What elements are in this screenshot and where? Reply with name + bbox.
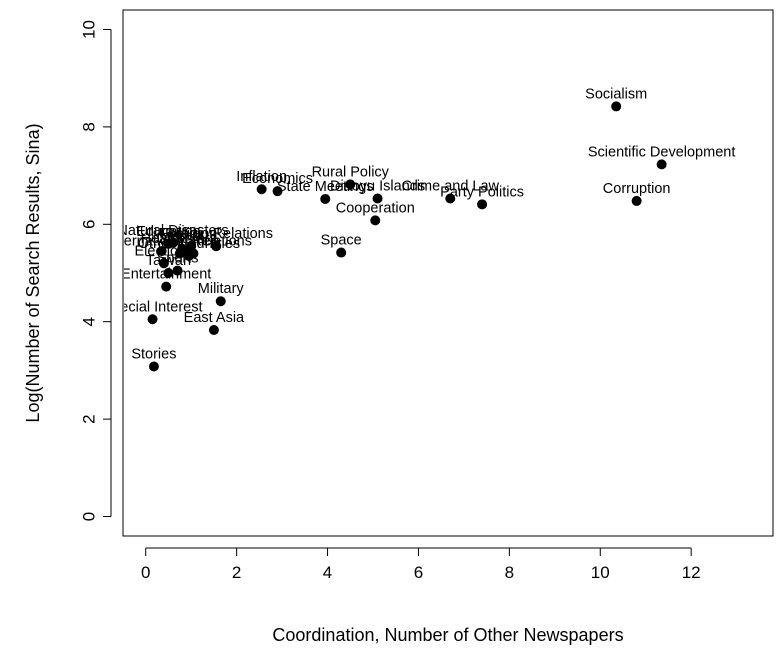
point-label: Inflation: [236, 169, 287, 185]
data-point: [320, 193, 331, 204]
point-label: Party Politics: [440, 184, 524, 200]
data-point: [656, 159, 667, 170]
point-label: Corruption: [603, 181, 671, 197]
point-label: Sports: [157, 251, 199, 267]
point-label: International Relations: [108, 234, 252, 250]
point-label: Other Countries: [138, 236, 240, 252]
data-point: [336, 247, 347, 258]
y-axis: 0 2 4 6 8 10: [80, 20, 112, 521]
point-label: Elections: [134, 243, 193, 259]
data-point: [445, 193, 456, 204]
point-label: Special Interest: [103, 299, 203, 315]
point-label: Socialism: [585, 86, 647, 102]
data-point: [477, 199, 488, 210]
data-point: [174, 248, 185, 259]
data-point: [211, 241, 222, 252]
data-point: [158, 258, 169, 269]
data-point: [156, 246, 167, 257]
point-label: Stories: [131, 347, 176, 363]
point-label: Education: [136, 224, 201, 240]
point-label: Space: [321, 233, 362, 249]
point-label: Health: [141, 231, 183, 247]
x-tick-label: 4: [323, 563, 332, 582]
data-point: [370, 215, 381, 226]
y-tick-label: 8: [80, 122, 99, 131]
data-point: [183, 250, 194, 261]
point-label: Finance: [168, 234, 220, 250]
point-label: Taiwan: [146, 253, 191, 269]
data-points: [147, 101, 667, 372]
x-tick-label: 6: [414, 563, 423, 582]
x-tick-label: 8: [505, 563, 514, 582]
point-label: Foreign Relations: [159, 226, 273, 242]
data-point: [272, 186, 283, 197]
point-label: Rural Policy: [312, 164, 390, 180]
data-point: [172, 265, 183, 276]
point-labels: Socialism Scientific Development Corruptio…: [103, 86, 736, 363]
y-tick-label: 0: [80, 512, 99, 521]
point-label: Cooperation: [336, 200, 415, 216]
data-point: [208, 324, 219, 335]
data-point: [161, 281, 172, 292]
data-point: [345, 179, 356, 190]
y-tick-label: 6: [80, 220, 99, 229]
point-label: Entertainment: [121, 267, 211, 283]
y-axis-title: Log(Number of Search Results, Sina): [23, 123, 43, 422]
point-label: East Asia: [184, 310, 245, 326]
x-tick-label: 0: [141, 563, 150, 582]
point-label: Natural Disasters: [117, 223, 228, 239]
y-tick-label: 10: [80, 20, 99, 39]
y-tick-label: 2: [80, 414, 99, 423]
data-point: [147, 314, 158, 325]
x-tick-label: 10: [591, 563, 610, 582]
point-label: Unrest: [161, 229, 204, 245]
point-label: Economics: [242, 171, 313, 187]
data-point: [168, 237, 178, 248]
data-point: [148, 361, 159, 372]
x-tick-label: 2: [232, 563, 241, 582]
data-point: [215, 296, 226, 307]
y-tick-label: 4: [80, 317, 99, 326]
plot-area-frame: [122, 9, 774, 537]
point-label: Religion: [165, 226, 217, 242]
data-point: [611, 101, 622, 112]
data-point: [631, 195, 642, 206]
point-label: State Meetings: [277, 179, 374, 195]
point-label: Scientific Development: [588, 144, 736, 160]
point-label: Military: [198, 281, 245, 297]
x-axis: 0 2 4 6 8 10 12: [141, 547, 701, 582]
x-tick-label: 12: [682, 563, 701, 582]
point-label: Crime and Law: [402, 178, 500, 194]
point-label: Disasters: [156, 231, 216, 247]
data-point: [256, 184, 267, 195]
data-point: [372, 193, 383, 204]
x-axis-title: Coordination, Number of Other Newspapers: [272, 625, 623, 645]
data-point: [163, 268, 174, 278]
point-label: Diaoyu Islands: [330, 178, 425, 194]
